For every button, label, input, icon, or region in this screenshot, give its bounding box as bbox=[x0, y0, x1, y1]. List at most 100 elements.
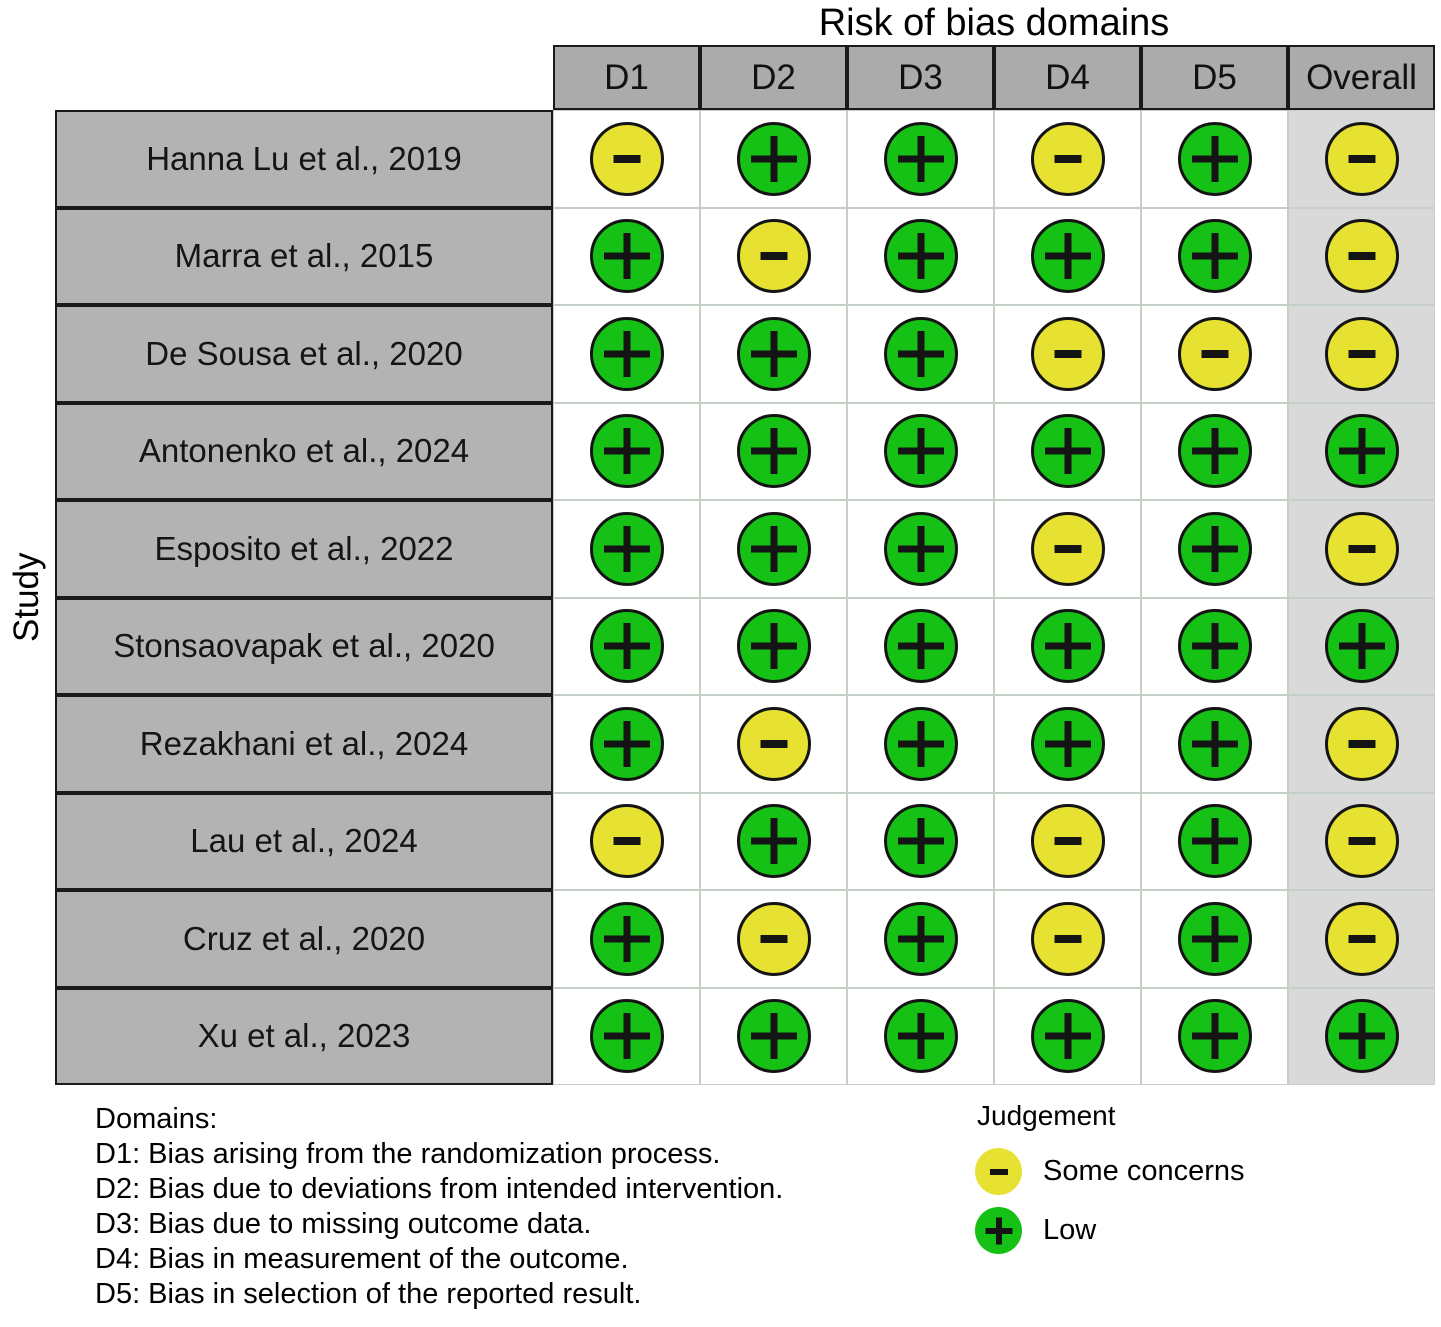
judgement-cell bbox=[994, 597, 1141, 695]
judgement-cell bbox=[553, 597, 700, 695]
judgement-low-icon bbox=[883, 804, 958, 879]
judgement-cell bbox=[1288, 305, 1435, 403]
judgement-some-concerns-icon bbox=[1324, 511, 1399, 586]
judgement-some-concerns-icon bbox=[1030, 901, 1105, 976]
judgement-some-concerns-icon bbox=[1324, 901, 1399, 976]
judgement-cell bbox=[994, 305, 1141, 403]
footnote-d3: D3: Bias due to missing outcome data. bbox=[95, 1208, 592, 1240]
column-header-d1: D1 bbox=[553, 45, 700, 110]
judgement-cell bbox=[700, 110, 847, 208]
judgement-low-icon bbox=[1324, 414, 1399, 489]
judgement-some-concerns-icon bbox=[1030, 316, 1105, 391]
judgement-cell bbox=[994, 695, 1141, 793]
judgement-cell bbox=[994, 890, 1141, 988]
judgement-cell bbox=[553, 110, 700, 208]
judgement-some-concerns-icon bbox=[589, 121, 664, 196]
chart-title: Risk of bias domains bbox=[818, 2, 1170, 44]
judgement-low-icon bbox=[883, 706, 958, 781]
judgement-low-icon bbox=[1177, 901, 1252, 976]
judgement-cell bbox=[1288, 110, 1435, 208]
judgement-cell bbox=[1141, 305, 1288, 403]
judgement-cell bbox=[700, 402, 847, 500]
judgement-some-concerns-icon bbox=[1030, 804, 1105, 879]
judgement-cell bbox=[1141, 110, 1288, 208]
judgement-some-concerns-icon bbox=[736, 219, 811, 294]
judgement-cell bbox=[1141, 597, 1288, 695]
judgement-cell bbox=[700, 890, 847, 988]
judgement-some-concerns-icon bbox=[1324, 316, 1399, 391]
domain-footnotes: Domains: D1: Bias arising from the rando… bbox=[95, 1102, 783, 1312]
judgement-cell bbox=[994, 500, 1141, 598]
study-label: Antonenko et al., 2024 bbox=[55, 402, 553, 500]
legend-item-label: Low bbox=[1043, 1214, 1097, 1246]
judgement-cell bbox=[700, 500, 847, 598]
judgement-cell bbox=[994, 207, 1141, 305]
judgement-low-icon bbox=[1177, 706, 1252, 781]
judgement-cell bbox=[847, 597, 994, 695]
study-label: Hanna Lu et al., 2019 bbox=[55, 110, 553, 208]
study-label: Rezakhani et al., 2024 bbox=[55, 695, 553, 793]
judgement-low-icon bbox=[1177, 219, 1252, 294]
footnotes-heading: Domains: bbox=[95, 1103, 218, 1135]
judgement-low-icon bbox=[883, 511, 958, 586]
study-label: Marra et al., 2015 bbox=[55, 207, 553, 305]
judgement-low-icon bbox=[1030, 609, 1105, 684]
judgement-cell bbox=[553, 987, 700, 1085]
judgement-cell bbox=[994, 792, 1141, 890]
judgement-cell bbox=[553, 402, 700, 500]
judgement-low-icon bbox=[589, 999, 664, 1074]
rob-grid: D1 D2 D3 D4 D5 Overall Hanna Lu et al., 2019 Ma… bbox=[55, 45, 1435, 1085]
judgement-cell bbox=[1141, 695, 1288, 793]
judgement-some-concerns-icon bbox=[1030, 511, 1105, 586]
study-label: Cruz et al., 2020 bbox=[55, 890, 553, 988]
judgement-low-icon bbox=[589, 414, 664, 489]
judgement-cell bbox=[553, 890, 700, 988]
judgement-low-icon bbox=[589, 511, 664, 586]
judgement-low-icon bbox=[883, 414, 958, 489]
judgement-some-concerns-icon bbox=[589, 804, 664, 879]
judgement-low-icon bbox=[1177, 999, 1252, 1074]
judgement-low-icon bbox=[975, 1207, 1022, 1254]
judgement-low-icon bbox=[736, 511, 811, 586]
judgement-low-icon bbox=[883, 901, 958, 976]
judgement-low-icon bbox=[736, 414, 811, 489]
study-label: Lau et al., 2024 bbox=[55, 792, 553, 890]
judgement-some-concerns-icon bbox=[1324, 804, 1399, 879]
judgement-cell bbox=[1288, 987, 1435, 1085]
judgement-some-concerns-icon bbox=[736, 706, 811, 781]
judgement-some-concerns-icon bbox=[975, 1148, 1022, 1195]
legend-items: Some concerns Low bbox=[975, 1148, 1245, 1254]
judgement-low-icon bbox=[883, 999, 958, 1074]
judgement-cell bbox=[1288, 207, 1435, 305]
judgement-cell bbox=[1141, 792, 1288, 890]
footnote-d2: D2: Bias due to deviations from intended… bbox=[95, 1173, 784, 1205]
judgement-some-concerns-icon bbox=[1177, 316, 1252, 391]
judgement-low-icon bbox=[736, 804, 811, 879]
judgement-low-icon bbox=[1324, 609, 1399, 684]
legend: Judgement Some concerns Low bbox=[975, 1100, 1245, 1266]
judgement-some-concerns-icon bbox=[736, 901, 811, 976]
column-header-overall: Overall bbox=[1288, 45, 1435, 110]
judgement-low-icon bbox=[589, 316, 664, 391]
judgement-cell bbox=[847, 987, 994, 1085]
corner-spacer bbox=[55, 45, 553, 110]
judgement-cell bbox=[994, 402, 1141, 500]
judgement-some-concerns-icon bbox=[1030, 121, 1105, 196]
study-label: Xu et al., 2023 bbox=[55, 987, 553, 1085]
judgement-cell bbox=[847, 402, 994, 500]
judgement-cell bbox=[1141, 500, 1288, 598]
judgement-some-concerns-icon bbox=[1324, 706, 1399, 781]
judgement-cell bbox=[847, 305, 994, 403]
judgement-low-icon bbox=[589, 219, 664, 294]
judgement-cell bbox=[1288, 597, 1435, 695]
judgement-low-icon bbox=[1324, 999, 1399, 1074]
judgement-cell bbox=[1288, 695, 1435, 793]
judgement-low-icon bbox=[736, 121, 811, 196]
footnote-d4: D4: Bias in measurement of the outcome. bbox=[95, 1243, 629, 1275]
study-label: Stonsaovapak et al., 2020 bbox=[55, 597, 553, 695]
judgement-low-icon bbox=[1177, 804, 1252, 879]
judgement-low-icon bbox=[589, 609, 664, 684]
judgement-cell bbox=[553, 500, 700, 598]
judgement-cell bbox=[700, 792, 847, 890]
